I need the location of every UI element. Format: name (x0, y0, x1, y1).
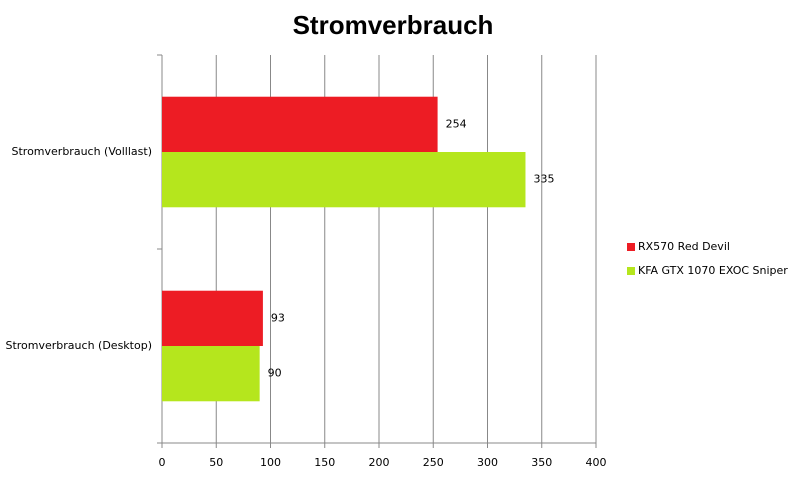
x-tick-label: 400 (586, 456, 607, 469)
legend-label: RX570 Red Devil (638, 240, 730, 253)
x-tick-label: 350 (531, 456, 552, 469)
legend-label: KFA GTX 1070 EXOC Sniper (638, 264, 788, 277)
x-tick-label: 0 (159, 456, 166, 469)
legend-swatch (627, 267, 635, 275)
data-label: 90 (268, 367, 282, 380)
y-tick-label: Stromverbrauch (Desktop) (5, 339, 152, 352)
data-label: 93 (271, 311, 285, 324)
x-tick-label: 50 (209, 456, 223, 469)
bar (162, 346, 260, 402)
x-tick-label: 150 (314, 456, 335, 469)
bar (162, 96, 438, 152)
data-label: 254 (446, 117, 467, 130)
data-label: 335 (533, 173, 554, 186)
legend-swatch (627, 243, 635, 251)
x-tick-label: 100 (260, 456, 281, 469)
x-tick-label: 300 (477, 456, 498, 469)
chart-title: Stromverbrauch (293, 10, 494, 40)
y-tick-label: Stromverbrauch (Volllast) (12, 145, 153, 158)
x-tick-label: 200 (369, 456, 390, 469)
bar (162, 152, 526, 208)
x-tick-label: 250 (423, 456, 444, 469)
bar (162, 290, 263, 346)
